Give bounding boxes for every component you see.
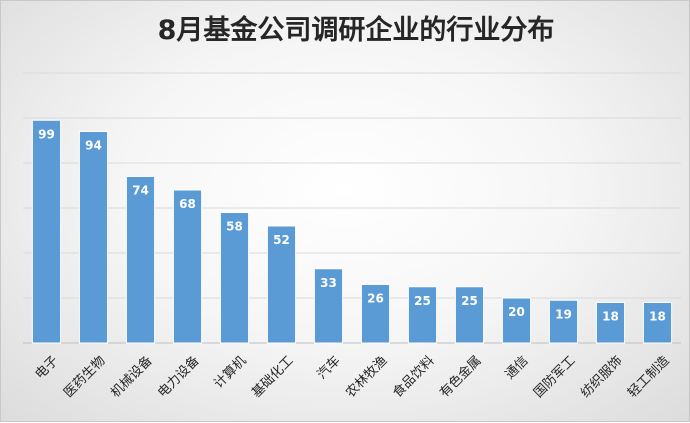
bars (31, 119, 673, 344)
bar-8 (360, 284, 391, 344)
chart-title: 8月基金公司调研企业的行业分布 (158, 14, 555, 46)
category-label-13: 纺织服饰 (578, 353, 625, 400)
data-label-11: 20 (508, 305, 525, 319)
category-label-2: 医药生物 (61, 353, 108, 400)
bar-5 (219, 212, 250, 344)
category-label-9: 食品饮料 (389, 353, 437, 401)
data-label-12: 19 (555, 307, 572, 321)
data-label-5: 58 (226, 220, 243, 234)
category-label-4: 电力设备 (154, 353, 202, 401)
category-label-10: 有色金属 (436, 353, 484, 401)
bar-9 (407, 286, 438, 344)
bar-11 (501, 297, 532, 344)
category-label-5: 计算机 (211, 353, 249, 391)
category-labels: 电子 医药生物 机械设备 电力设备 计算机 基础化工 汽车 农林牧渔 食品饮料 有色金属 通信 国防军… (33, 353, 673, 401)
category-label-12: 国防军工 (530, 353, 578, 401)
bar-7 (313, 268, 344, 344)
data-label-8: 26 (367, 292, 384, 306)
category-label-3: 机械设备 (107, 353, 155, 401)
bar-6 (266, 225, 297, 344)
category-label-7: 汽车 (314, 353, 344, 383)
bar-14 (642, 302, 673, 344)
data-label-9: 25 (414, 294, 431, 308)
bar-13 (595, 302, 626, 344)
bar-10 (454, 286, 485, 344)
category-label-1: 电子 (33, 353, 62, 382)
category-label-11: 通信 (503, 353, 532, 382)
data-label-6: 52 (273, 233, 290, 247)
category-label-14: 轻工制造 (625, 353, 672, 400)
bar-12 (548, 299, 579, 344)
data-label-10: 25 (461, 294, 478, 308)
bar-2 (78, 131, 109, 344)
bar-3 (125, 176, 156, 344)
category-label-6: 基础化工 (249, 353, 296, 400)
data-label-3: 74 (132, 184, 149, 198)
data-label-4: 68 (179, 197, 196, 211)
data-label-1: 99 (38, 127, 55, 141)
data-label-13: 18 (602, 310, 619, 324)
gridlines (23, 72, 681, 344)
category-label-8: 农林牧渔 (343, 353, 390, 400)
bar-4 (172, 189, 203, 344)
data-label-7: 33 (320, 276, 337, 290)
data-label-14: 18 (649, 310, 666, 324)
data-label-2: 94 (85, 139, 102, 153)
data-labels: 99 94 74 68 58 52 33 26 25 25 20 19 18 18 (38, 127, 666, 323)
bar-1 (31, 119, 62, 344)
